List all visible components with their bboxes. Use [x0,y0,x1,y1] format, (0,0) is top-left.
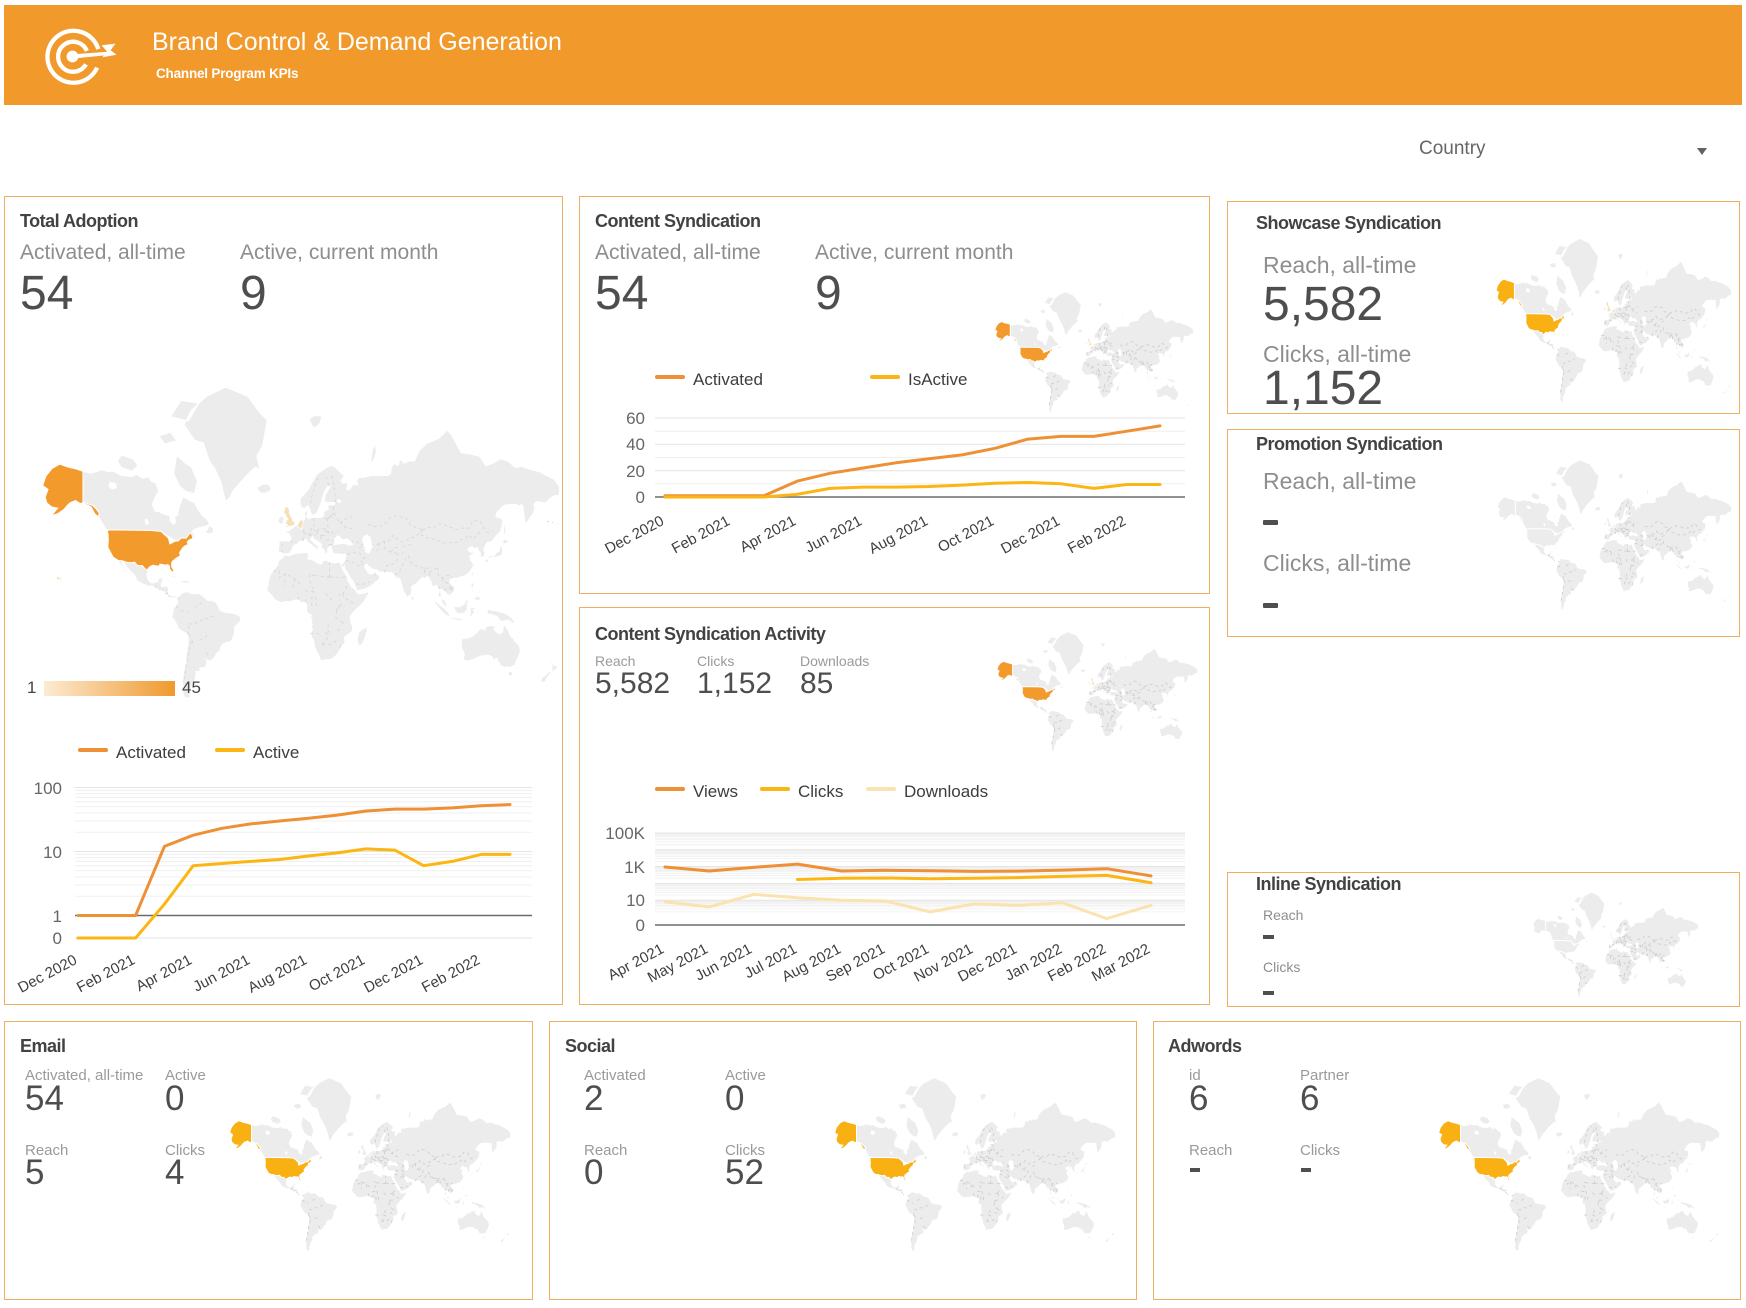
svg-text:40: 40 [626,435,645,454]
svg-text:0: 0 [636,916,645,935]
svg-text:10: 10 [43,843,62,862]
svg-text:60: 60 [626,409,645,428]
svg-text:1K: 1K [624,858,645,877]
svg-text:0: 0 [53,929,62,948]
svg-text:Clicks: Clicks [798,782,843,801]
svg-text:Views: Views [693,782,738,801]
svg-text:Downloads: Downloads [904,782,988,801]
svg-text:10: 10 [626,891,645,910]
svg-text:0: 0 [636,488,645,507]
svg-text:1: 1 [53,907,62,926]
svg-text:100K: 100K [605,824,645,843]
svg-text:100: 100 [34,779,62,798]
svg-text:IsActive: IsActive [908,370,968,389]
svg-text:Activated: Activated [116,743,186,762]
svg-text:Activated: Activated [693,370,763,389]
svg-text:20: 20 [626,462,645,481]
svg-text:Active: Active [253,743,299,762]
